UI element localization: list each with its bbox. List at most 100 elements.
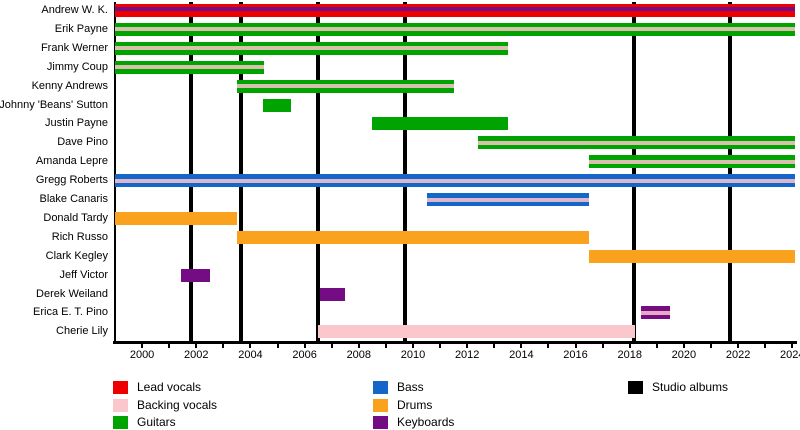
x-tick-label: 2012 [454, 349, 480, 361]
legend-label: Guitars [137, 415, 176, 430]
legend-swatch-guitars [113, 416, 128, 430]
secondary-role-stripe-backing_vocals [236, 84, 454, 89]
x-tick [737, 343, 740, 348]
member-bar-keyboards [319, 287, 346, 301]
x-tick [330, 343, 333, 348]
x-tick-label: 2024 [780, 349, 800, 361]
legend-swatch-lead_vocals [113, 381, 128, 394]
member-bar-guitars [115, 22, 795, 36]
x-tick [276, 343, 279, 348]
legend-item-backing_vocals: Backing vocals [113, 398, 333, 413]
member-label: Jimmy Coup [46, 60, 108, 73]
x-tick [168, 343, 171, 348]
x-tick [655, 343, 658, 348]
member-label: Kenny Andrews [31, 79, 108, 92]
x-tick-label: 2006 [292, 349, 317, 361]
legend-label: Keyboards [397, 415, 455, 430]
x-tick [493, 343, 496, 348]
member-label: Amanda Lepre [35, 155, 108, 168]
member-bar-backing_vocals [318, 325, 636, 339]
x-tick [303, 343, 306, 348]
legend-swatch-drums [373, 398, 388, 412]
secondary-role-stripe-backing_vocals [115, 46, 508, 51]
x-tick [628, 343, 631, 348]
member-bar-keyboards [640, 306, 671, 320]
member-label: Derek Weiland [36, 287, 108, 300]
member-label: Rich Russo [51, 230, 108, 243]
member-bar-drums [115, 211, 237, 225]
x-tick-label: 2004 [238, 349, 263, 361]
member-bar-bass [115, 174, 795, 188]
member-label: Cherie Lily [56, 325, 108, 338]
x-tick-label: 2020 [671, 349, 697, 361]
member-bar-bass [426, 193, 590, 206]
legend-swatch-bass [373, 381, 388, 394]
x-tick-label: 2010 [400, 349, 426, 361]
x-tick [384, 343, 387, 348]
legend-label: Drums [397, 397, 433, 412]
legend-label: Lead vocals [137, 380, 202, 394]
studio-album-line [238, 2, 243, 341]
legend-item-drums: Drums [373, 397, 593, 413]
x-tick [601, 343, 604, 348]
studio-album-line [402, 2, 407, 341]
secondary-role-stripe-backing_vocals [115, 65, 264, 70]
x-tick [195, 343, 198, 348]
legend-item-studio_albums: Studio albums [628, 381, 800, 395]
member-label: Gregg Roberts [35, 174, 108, 187]
member-label: Erica E. T. Pino [33, 306, 108, 319]
secondary-role-stripe-backing_vocals [478, 140, 795, 145]
member-label: Erik Payne [54, 22, 108, 35]
legend-label: Studio albums [652, 380, 729, 394]
member-bar-drums [589, 249, 795, 263]
member-label: Clark Kegley [45, 249, 108, 262]
member-bar-guitars [372, 117, 508, 131]
secondary-role-stripe-backing_vocals [115, 27, 795, 32]
x-tick [682, 343, 685, 348]
member-bar-guitars [115, 60, 264, 74]
legend-item-guitars: Guitars [113, 416, 333, 430]
x-tick [547, 343, 550, 348]
member-bar-guitars [115, 41, 508, 55]
member-bar-guitars [589, 155, 795, 169]
secondary-role-stripe-keyboards [115, 6, 795, 11]
member-bar-guitars [262, 98, 292, 112]
member-label: Donald Tardy [43, 211, 108, 224]
legend-swatch-backing_vocals [113, 398, 128, 412]
secondary-role-stripe-backing_vocals [589, 159, 795, 164]
member-label: Frank Werner [40, 41, 108, 54]
x-tick-label: 2008 [346, 349, 372, 361]
legend-item-lead_vocals: Lead vocals [113, 381, 333, 395]
x-tick [791, 343, 794, 348]
member-label: Jeff Victor [59, 268, 108, 281]
secondary-role-stripe-backing_vocals [426, 197, 590, 202]
x-tick [574, 343, 577, 348]
legend-item-bass: Bass [373, 381, 593, 395]
x-tick [520, 343, 523, 348]
x-tick [141, 343, 144, 348]
x-axis [113, 341, 797, 344]
legend-swatch-keyboards [373, 416, 388, 430]
x-tick-label: 2016 [563, 349, 588, 361]
x-tick-label: 2022 [725, 349, 751, 361]
legend-swatch-studio_albums [628, 381, 643, 394]
member-label: Andrew W. K. [41, 4, 108, 16]
studio-album-line [316, 2, 321, 341]
secondary-role-stripe-backing_vocals [115, 178, 795, 183]
x-tick-label: 2014 [509, 349, 534, 361]
member-bar-drums [236, 230, 590, 244]
x-tick [357, 343, 360, 348]
x-tick-label: 2000 [129, 349, 155, 361]
x-tick [412, 343, 414, 348]
x-tick [249, 343, 252, 348]
x-tick [466, 343, 469, 348]
x-tick [222, 343, 225, 348]
studio-album-line [727, 2, 732, 341]
studio-album-line [188, 2, 193, 341]
x-tick [710, 343, 713, 348]
member-bar-lead_vocals [115, 4, 795, 17]
legend-item-keyboards: Keyboards [373, 416, 593, 430]
